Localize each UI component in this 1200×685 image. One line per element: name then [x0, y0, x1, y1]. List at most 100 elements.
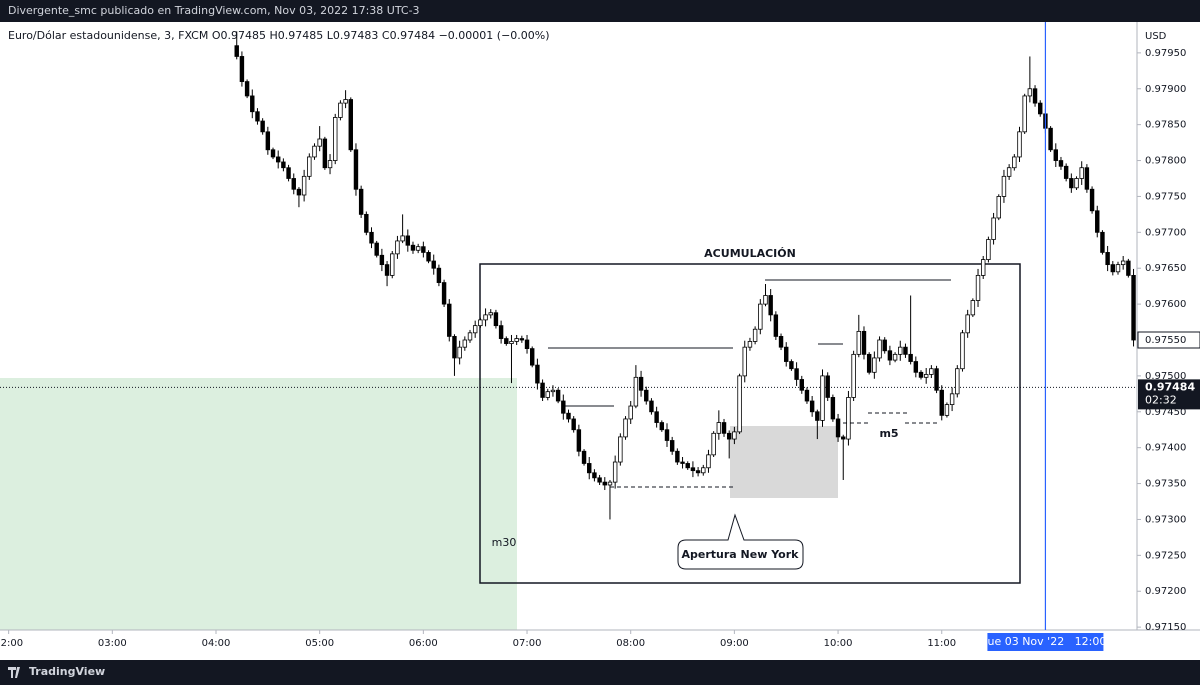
candle-body — [581, 450, 587, 464]
candle-body — [1079, 167, 1084, 179]
candle-body — [820, 375, 825, 421]
candle-body — [535, 364, 540, 384]
candle-body — [592, 472, 597, 479]
candle-body — [307, 156, 312, 177]
candle-body — [851, 353, 856, 398]
candle-body — [452, 336, 457, 359]
header-bar — [0, 0, 1200, 22]
current-price-label: 0.97484 — [1145, 380, 1195, 393]
candle-body — [524, 339, 530, 350]
candle-body — [830, 397, 836, 420]
candle-body — [654, 411, 659, 423]
y-tick-label: 0.97300 — [1145, 514, 1186, 525]
candle-body — [784, 346, 789, 362]
candle-body — [353, 149, 359, 190]
candle-body — [493, 312, 499, 327]
y-tick-label: 0.97750 — [1145, 191, 1186, 202]
candle-body — [364, 213, 369, 233]
x-tick-label: 08:00 — [616, 638, 645, 649]
candle-body — [1126, 260, 1131, 276]
candle-body — [317, 138, 322, 147]
candle-body — [1110, 264, 1116, 273]
candle-body — [483, 314, 488, 321]
candle-body — [773, 314, 779, 337]
candle-body — [939, 389, 944, 416]
candle-body — [296, 188, 302, 196]
y-tick-label: 0.97150 — [1145, 622, 1186, 633]
candle-body — [1100, 231, 1105, 253]
candle-body — [825, 375, 830, 398]
ny-open-zone — [730, 426, 838, 498]
candle-body — [628, 405, 633, 420]
candle-body — [633, 376, 639, 407]
candle-body — [529, 348, 535, 366]
candle-body — [405, 235, 411, 246]
legend-open: O0.97485 — [212, 29, 266, 42]
candle-body — [379, 254, 385, 266]
candle-body — [768, 295, 773, 316]
candle-body — [659, 422, 665, 431]
candle-body — [944, 404, 950, 416]
candle-body — [1063, 165, 1069, 179]
y-tick-label: 0.97800 — [1145, 156, 1186, 167]
y-tick-label: 0.97500 — [1145, 371, 1186, 382]
candle-body — [716, 422, 722, 434]
candle-body — [441, 282, 447, 305]
candle-body — [872, 357, 877, 373]
candle-body — [250, 95, 255, 113]
candle-body — [685, 463, 690, 469]
candle-body — [882, 339, 887, 352]
candle-body — [809, 400, 815, 413]
levels — [548, 279, 951, 488]
logo — [8, 667, 20, 678]
candle-body — [898, 346, 903, 355]
candle-body — [1012, 156, 1017, 169]
candle-body — [1027, 88, 1033, 97]
candle-body — [550, 389, 556, 393]
candle-body — [322, 138, 328, 169]
candle-body — [410, 244, 416, 251]
current-price-box — [1138, 379, 1200, 410]
candle-body — [260, 120, 265, 133]
candle-body — [239, 56, 245, 82]
candle-body — [918, 371, 924, 378]
candle-body — [358, 188, 364, 215]
candle-body — [566, 412, 571, 420]
candle-body — [960, 332, 965, 370]
candle-body — [815, 411, 820, 421]
x-tick-label: 11:00 — [927, 638, 956, 649]
candle-body — [447, 303, 452, 337]
candle-body — [903, 346, 908, 355]
x-tick-label: 02:00 — [0, 638, 23, 649]
candle-body — [395, 240, 400, 255]
candle-body — [877, 339, 882, 359]
candle-body — [462, 339, 468, 348]
candle-body — [1120, 260, 1126, 266]
candle-body — [726, 432, 732, 440]
candle-body — [649, 400, 654, 413]
x-tick-label: 09:00 — [720, 638, 749, 649]
candle-body — [794, 368, 799, 380]
candle-body — [514, 338, 519, 342]
legend-change: −0.00001 (−0.00%) — [439, 29, 550, 42]
candle-body — [301, 175, 307, 196]
candle-body — [540, 382, 545, 398]
x-tick-label: 05:00 — [305, 638, 334, 649]
zone-m30 — [0, 378, 517, 630]
candle-body — [1074, 178, 1079, 189]
candle-body — [669, 440, 675, 452]
candle-body — [789, 361, 794, 370]
candle-body — [913, 361, 919, 373]
box-title: ACUMULACIÓN — [704, 247, 796, 260]
candle-body — [970, 300, 976, 316]
y-tick-label: 0.97850 — [1145, 120, 1186, 131]
candle-body — [421, 246, 426, 253]
legend-high: H0.97485 — [270, 29, 324, 42]
candle-body — [509, 341, 514, 344]
countdown-label: 02:32 — [1145, 393, 1177, 406]
candle-body — [369, 231, 374, 244]
candle-body — [1017, 131, 1022, 158]
last-close-label-box — [1137, 331, 1200, 349]
candle-body — [607, 481, 613, 486]
candle-body — [390, 253, 395, 276]
